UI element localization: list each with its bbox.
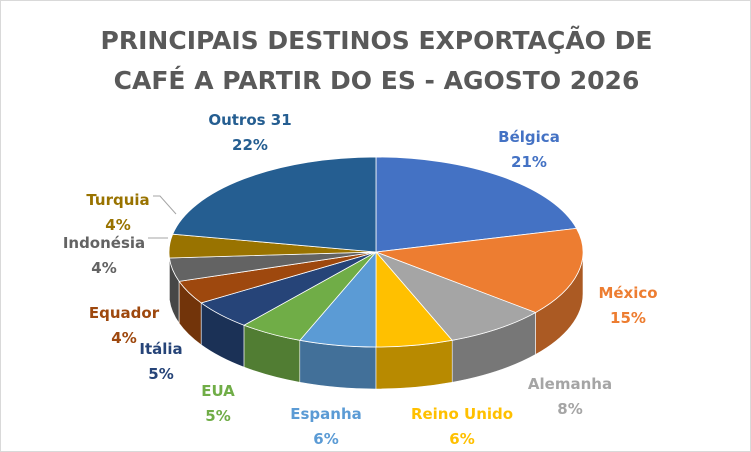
data-label-value-outros-31: 22% [232, 136, 268, 154]
data-label-name-turquia: Turquia [86, 191, 149, 209]
data-label-name-indon-sia: Indonésia [63, 234, 145, 252]
pie-side-reino-unido [375, 339, 453, 390]
data-label-value-reino-unido: 6% [449, 430, 474, 448]
data-label-value-it-lia: 5% [148, 365, 173, 383]
pie-slice-m-xico [375, 227, 584, 313]
data-labels: Bélgica 21% México 15% Alemanha 8% Reino Unido… [63, 111, 658, 448]
pie-slice-alemanha [375, 251, 537, 341]
pie-side-espanha [299, 339, 377, 390]
data-label-name-reino-unido: Reino Unido [411, 405, 513, 423]
data-label-name-b-lgica: Bélgica [498, 128, 560, 146]
data-label-name-alemanha: Alemanha [528, 375, 612, 393]
data-label-name-equador: Equador [89, 304, 160, 322]
data-label-name-it-lia: Itália [139, 340, 182, 358]
chart-title-line-2: CAFÉ A PARTIR DO ES - AGOSTO 2026 [113, 66, 640, 95]
data-label-value-espanha: 6% [313, 430, 338, 448]
data-label-name-outros-31: Outros 31 [208, 111, 291, 129]
pie-top-layer [168, 156, 584, 348]
data-label-name-espanha: Espanha [290, 405, 362, 423]
pie-slice-outros-31 [172, 156, 377, 253]
data-label-name-m-xico: México [598, 284, 657, 302]
data-label-value-indon-sia: 4% [91, 259, 116, 277]
data-label-value-alemanha: 8% [557, 400, 582, 418]
data-label-name-eua: EUA [201, 382, 235, 400]
data-label-value-equador: 4% [111, 329, 136, 347]
data-label-value-turquia: 4% [105, 216, 130, 234]
chart-title: PRINCIPAIS DESTINOS EXPORTAÇÃO DE CAFÉ A… [1, 21, 751, 101]
pie-slice-b-lgica [375, 156, 578, 253]
chart-title-line-1: PRINCIPAIS DESTINOS EXPORTAÇÃO DE [100, 26, 653, 55]
data-label-value-m-xico: 15% [610, 309, 646, 327]
data-label-value-eua: 5% [205, 407, 230, 425]
data-label-value-b-lgica: 21% [511, 153, 547, 171]
leader-line-turquia [153, 195, 177, 215]
